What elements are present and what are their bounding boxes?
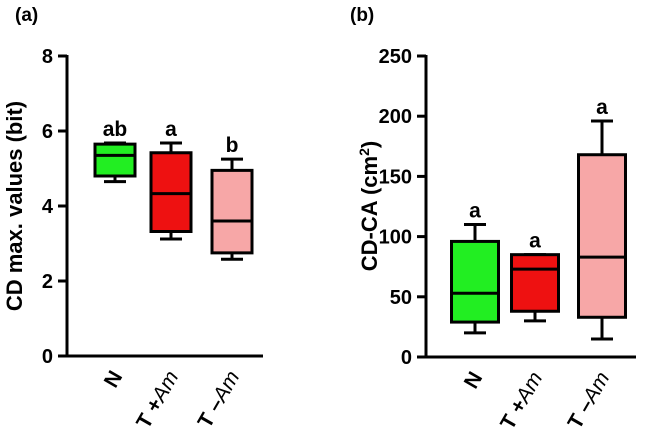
panel-b-y-tick-label: 0 [401,347,412,369]
significance-letter: b [226,134,239,157]
significance-letter: a [469,200,481,223]
panel-a-y-tick-label: 2 [42,271,53,293]
panel-b-box-2: a [510,230,560,323]
panel-b-category-label: T –Am [563,368,614,433]
significance-letter: a [596,96,608,119]
panel-b-category-label: N [460,368,488,393]
panel-b-y-tick-label: 150 [379,166,412,188]
panel-a-y-tick-label: 8 [42,46,53,68]
panel-b-y-tick-label: 200 [379,106,412,128]
panel-a-box-1: ab [93,118,137,184]
iqr-box [93,142,137,178]
panel-b-box-1: a [450,200,500,335]
panel-a-y-tick-label: 0 [42,346,53,368]
panel-b-box-3: a [577,96,627,341]
iqr-box [450,239,500,324]
panel-a-y-tick-label: 6 [42,121,53,143]
iqr-box [510,253,560,313]
panel-a-category-label: T –Am [193,367,244,432]
panel-a-y-tick-label: 4 [42,196,54,218]
significance-letter: ab [103,118,128,141]
panel-a-label: (a) [15,5,38,26]
panel-b-y-tick-label: 250 [379,46,412,68]
panel-b-cd-ca: (b) 0 50 100 150 200 250 CD-CA (cm2) a Na T +Am a T … [350,5,636,434]
panel-a-box-2: a [149,118,193,241]
panel-b-y-tick-label: 100 [379,227,412,249]
panel-a-category-label: N [100,367,128,392]
panel-a-box-3: b [210,134,254,261]
panel-a-category-label: T +Am [132,367,183,433]
panel-b-y-tick-label: 50 [390,287,412,309]
panel-b-y-axis-title: CD-CA (cm2) [356,141,382,271]
significance-letter: a [165,118,177,141]
iqr-box [577,153,627,319]
significance-letter: a [529,230,541,253]
iqr-box [210,168,254,255]
panel-b-label: (b) [350,5,374,26]
panel-a-y-axis-title: CD max. values (bit) [2,101,27,311]
panel-b-category-label: T +Am [496,368,547,434]
panel-a-cd-max-values: (a) 0 2 4 6 8 CD max. values (bit) ab Na T +Am b T … [2,5,263,433]
